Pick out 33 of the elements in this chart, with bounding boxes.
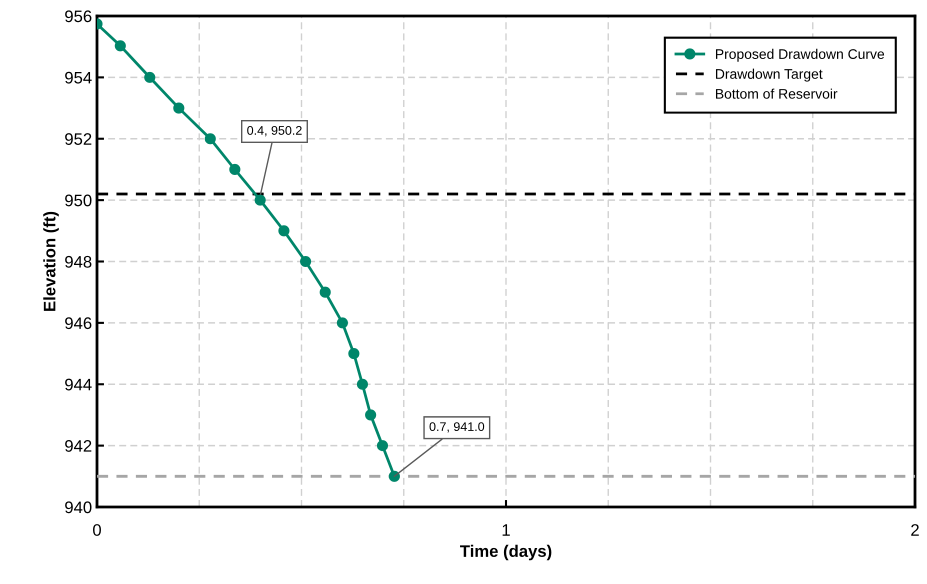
point	[365, 409, 376, 420]
point	[320, 286, 331, 298]
legend-label: Proposed Drawdown Curve	[716, 48, 884, 62]
annotation: 0.4, 950.2	[247, 126, 302, 136]
annotation: 0.7, 941.0	[430, 422, 484, 433]
point	[300, 256, 312, 268]
point	[336, 317, 348, 328]
y-tick-label: 948	[65, 256, 92, 268]
x-tick-label: 0	[93, 524, 101, 536]
y-tick-label: 940	[65, 501, 92, 514]
x-tick-label: 1	[502, 524, 510, 536]
point	[229, 164, 240, 175]
y-axis-title: Elevation (ft)	[43, 212, 59, 311]
y-tick-label: 954	[65, 72, 92, 84]
y-tick-label: 942	[65, 440, 92, 452]
y-tick-label: 944	[65, 378, 92, 390]
point	[356, 378, 368, 390]
point	[376, 440, 388, 452]
point	[173, 102, 184, 114]
x-tick-label: 2	[911, 524, 919, 536]
point	[204, 133, 216, 144]
x-axis-title: Time (days)	[460, 544, 552, 560]
y-tick-label: 956	[65, 10, 92, 22]
legend-label: Bottom of Reservoir	[716, 88, 838, 99]
point	[278, 225, 290, 236]
point	[144, 72, 156, 83]
legend-label: Drawdown Target	[716, 68, 823, 82]
y-tick-label: 946	[65, 317, 92, 330]
point	[114, 40, 126, 52]
y-tick-label: 952	[65, 133, 92, 145]
point	[254, 194, 266, 206]
point	[348, 348, 360, 360]
y-tick-label: 950	[65, 194, 92, 206]
